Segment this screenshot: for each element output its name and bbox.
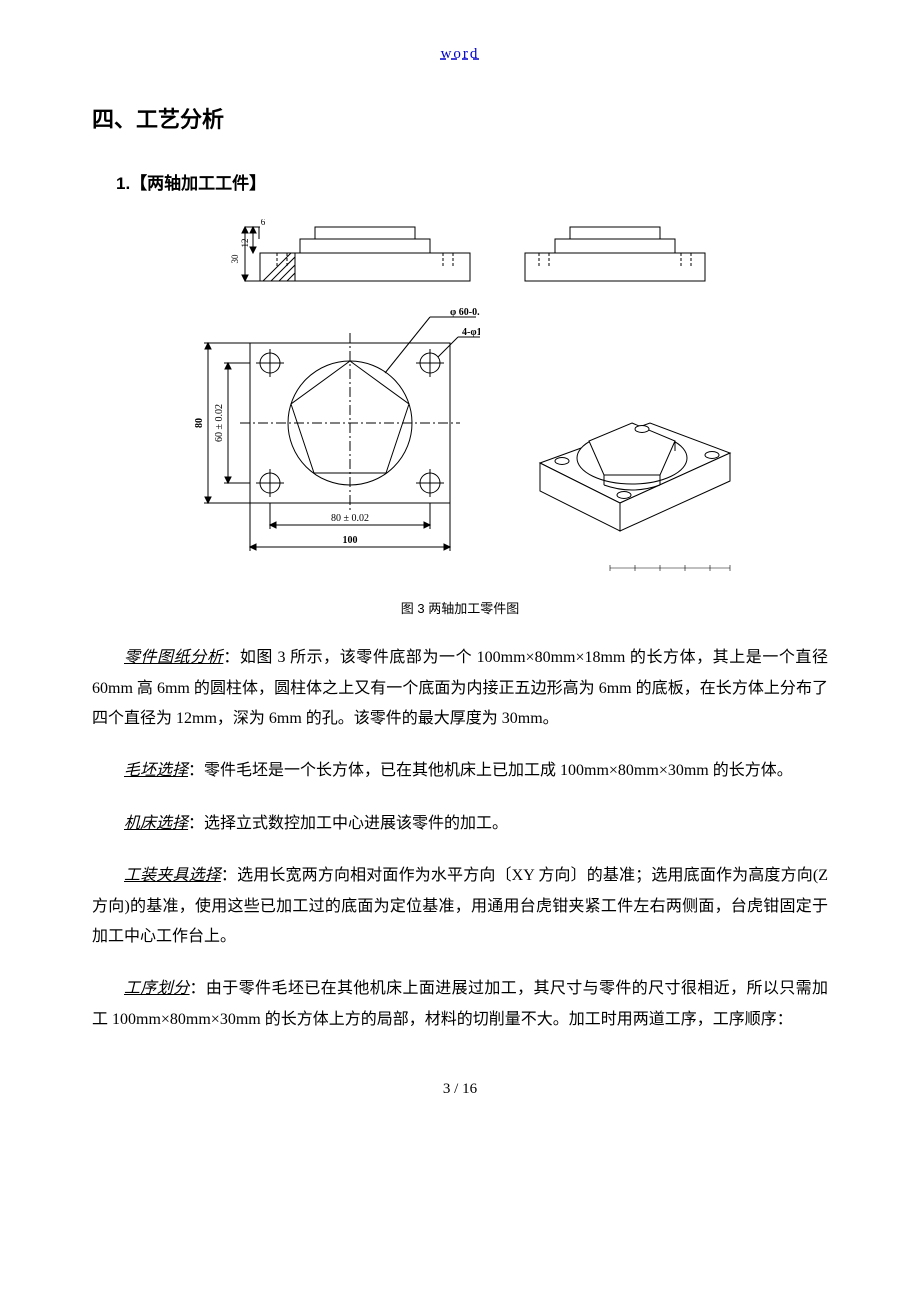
isometric-drawing [520, 343, 740, 583]
page-number: 3 / 16 [92, 1075, 828, 1104]
text-process-division: ：由于零件毛坯已在其他机床上面进展过加工，其尺寸与零件的尺寸很相近，所以只需加工… [92, 980, 828, 1027]
dim-dia60: φ 60-0.05 [450, 307, 480, 318]
para-process-division: 工序划分：由于零件毛坯已在其他机床上面进展过加工，其尺寸与零件的尺寸很相近，所以… [92, 974, 828, 1035]
para-blank-selection: 毛坯选择：零件毛坯是一个长方体，已在其他机床上已加工成 100mm×80mm×3… [92, 756, 828, 786]
subsection-heading: 1.【两轴加工工件】 [116, 168, 828, 200]
dim-holes: 4-φ12 [462, 327, 480, 338]
figure-row-elevations: 30 12 6 [92, 219, 828, 289]
dim-h80: 80 [194, 418, 205, 428]
para-fixture-selection: 工装夹具选择：选用长宽两方向相对面作为水平方向〔XY 方向〕的基准；选用底面作为… [92, 861, 828, 952]
dim-h60tol: 60 ± 0.02 [214, 404, 225, 442]
side-elevation-drawing [515, 219, 715, 289]
text-machine-selection: ：选择立式数控加工中心进展该零件的加工。 [188, 815, 508, 832]
label-machine-selection: 机床选择 [124, 815, 188, 832]
text-blank-selection: ：零件毛坯是一个长方体，已在其他机床上已加工成 100mm×80mm×30mm … [188, 762, 793, 779]
header-link[interactable]: word [92, 40, 828, 69]
para-drawing-analysis: 零件图纸分析：如图 3 所示，该零件底部为一个 100mm×80mm×18mm … [92, 643, 828, 734]
dim-w100: 100 [343, 535, 358, 546]
section-heading: 四、工艺分析 [92, 99, 828, 141]
figure-caption: 图 3 两轴加工零件图 [92, 597, 828, 622]
dim-h30: 30 [230, 254, 240, 264]
figure-row-plan: 80 ± 0.02 100 60 ± 0.02 80 φ 60-0.05 4-φ… [92, 303, 828, 583]
dim-h12: 12 [240, 238, 250, 247]
para-machine-selection: 机床选择：选择立式数控加工中心进展该零件的加工。 [92, 809, 828, 839]
front-elevation-drawing: 30 12 6 [205, 219, 475, 289]
label-fixture-selection: 工装夹具选择 [124, 867, 221, 884]
dim-h6: 6 [261, 219, 266, 227]
label-blank-selection: 毛坯选择 [124, 762, 188, 779]
top-view-drawing: 80 ± 0.02 100 60 ± 0.02 80 φ 60-0.05 4-φ… [180, 303, 480, 583]
figure-area: 30 12 6 [92, 219, 828, 583]
dim-w80tol: 80 ± 0.02 [331, 513, 369, 524]
label-process-division: 工序划分 [124, 980, 190, 997]
label-drawing-analysis: 零件图纸分析 [124, 649, 223, 666]
